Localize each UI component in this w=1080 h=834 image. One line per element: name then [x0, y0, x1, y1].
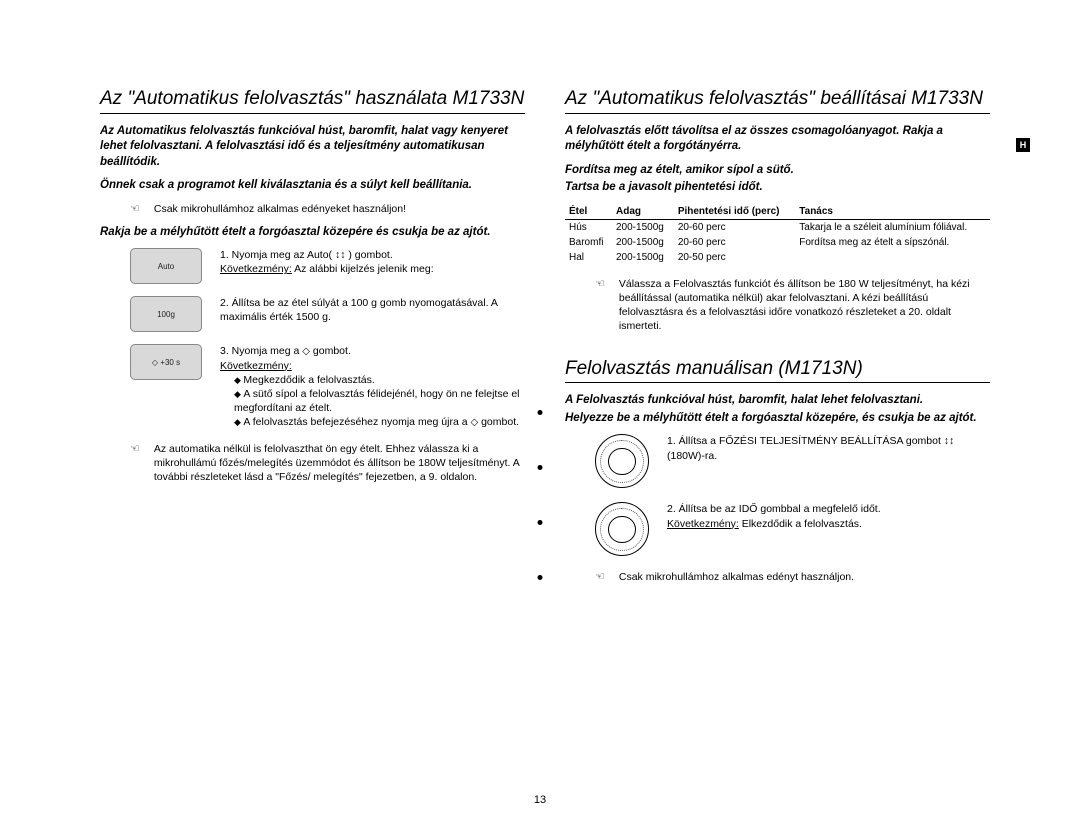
30s-button-icon: ◇ +30 s	[130, 344, 202, 380]
right-top-heading: Az "Automatikus felolvasztás" beállítása…	[565, 88, 990, 111]
defrost-table: Étel Adag Pihentetési idő (perc) Tanács …	[565, 204, 990, 265]
time-dial-icon	[595, 502, 649, 556]
right-column: Az "Automatikus felolvasztás" beállítása…	[565, 88, 990, 593]
table-row: Baromfi200-1500g20-60 percFordítsa meg a…	[565, 235, 990, 250]
table-cell: 200-1500g	[612, 235, 674, 250]
rb-step2-text: 2. Állítsa be az IDŐ gombbal a megfelelő…	[667, 503, 881, 515]
rb-step2-follow: Elkezdődik a felolvasztás.	[742, 518, 862, 530]
rt-intro1: A felolvasztás előtt távolítsa el az öss…	[565, 124, 990, 155]
table-cell: 20-60 perc	[674, 219, 795, 235]
binding-dots	[538, 410, 543, 580]
step1-body: 1. Nyomja meg az Auto( ↕↕ ) gombot. Köve…	[220, 248, 525, 284]
table-cell: Baromfi	[565, 235, 612, 250]
rb-step2-follow-label: Következmény:	[667, 518, 739, 530]
auto-button-icon: Auto	[130, 248, 202, 284]
step1-follow: Az alábbi kijelzés jelenik meg:	[294, 263, 433, 275]
left-note1: Csak mikrohullámhoz alkalmas edényeket h…	[154, 202, 406, 217]
table-cell: Takarja le a széleit alumínium fóliával.	[795, 219, 990, 235]
table-cell: Fordítsa meg az ételt a sípszónál.	[795, 235, 990, 250]
table-cell: 20-60 perc	[674, 235, 795, 250]
table-cell: 20-50 perc	[674, 250, 795, 265]
step3-bullet1: Megkezdődik a felolvasztás.	[234, 373, 525, 387]
heading-rule	[100, 113, 525, 114]
table-row: Hal200-1500g20-50 perc	[565, 250, 990, 265]
table-cell	[795, 250, 990, 265]
rt-intro3: Tartsa be a javasolt pihentetési időt.	[565, 180, 990, 196]
left-column: Az "Automatikus felolvasztás" használata…	[100, 88, 525, 593]
step3-text: 3. Nyomja meg a	[220, 345, 299, 357]
heading-rule	[565, 382, 990, 383]
left-intro3: Rakja be a mélyhűtött ételt a forgóaszta…	[100, 225, 525, 241]
th-portion: Adag	[612, 204, 674, 220]
rb-step2: 2. Állítsa be az IDŐ gombbal a megfelelő…	[667, 502, 990, 556]
step2-body: 2. Állítsa be az étel súlyát a 100 g gom…	[220, 296, 525, 332]
table-cell: Hús	[565, 219, 612, 235]
step1-text: 1. Nyomja meg az Auto( ↕↕ ) gombot.	[220, 249, 393, 261]
table-cell: 200-1500g	[612, 219, 674, 235]
th-tip: Tanács	[795, 204, 990, 220]
100g-label: 100g	[157, 310, 175, 319]
side-tab: H	[1016, 138, 1030, 152]
rb-step1: 1. Állítsa a FŐZÉSI TELJESÍTMÉNY BEÁLLÍT…	[667, 434, 990, 488]
th-food: Étel	[565, 204, 612, 220]
step3-bullet3: A felolvasztás befejezéséhez nyomja meg …	[234, 415, 525, 430]
note-icon: ☜	[130, 442, 140, 485]
right-bottom-heading: Felolvasztás manuálisan (M1713N)	[565, 358, 990, 381]
note-icon: ☜	[130, 202, 140, 217]
auto-label: Auto	[158, 262, 174, 271]
left-intro2: Önnek csak a programot kell kiválasztani…	[100, 178, 525, 194]
step3-bullet2: A sütő sípol a felolvasztás félidejénél,…	[234, 387, 525, 415]
table-cell: Hal	[565, 250, 612, 265]
30s-label: ◇ +30 s	[152, 358, 180, 367]
left-note2: Az automatika nélkül is felolvaszthat ön…	[154, 442, 525, 485]
rb-note: Csak mikrohullámhoz alkalmas edényt hasz…	[619, 570, 854, 585]
step3-cont: gombot.	[313, 345, 351, 357]
100g-button-icon: 100g	[130, 296, 202, 332]
step3-body: 3. Nyomja meg a ◇ gombot. Következmény: …	[220, 344, 525, 430]
rb-intro2: Helyezze be a mélyhűtött ételt a forgóas…	[565, 411, 990, 427]
note-icon: ☜	[595, 277, 605, 334]
th-rest: Pihentetési idő (perc)	[674, 204, 795, 220]
step1-follow-label: Következmény:	[220, 263, 292, 275]
left-heading: Az "Automatikus felolvasztás" használata…	[100, 88, 525, 111]
page-number: 13	[0, 794, 1080, 806]
heading-rule	[565, 113, 990, 114]
table-cell: 200-1500g	[612, 250, 674, 265]
left-intro1: Az Automatikus felolvasztás funkcióval h…	[100, 124, 525, 171]
note-icon: ☜	[595, 570, 605, 585]
rt-intro2: Fordítsa meg az ételt, amikor sípol a sü…	[565, 163, 990, 179]
table-row: Hús200-1500g20-60 percTakarja le a széle…	[565, 219, 990, 235]
rb-intro1: A Felolvasztás funkcióval húst, baromfit…	[565, 393, 990, 409]
rt-note: Válassza a Felolvasztás funkciót és állí…	[619, 277, 990, 334]
power-dial-icon	[595, 434, 649, 488]
diamond-icon: ◇	[302, 346, 310, 357]
step3-follow-label: Következmény:	[220, 360, 292, 372]
diamond-icon: ◇	[470, 417, 478, 428]
